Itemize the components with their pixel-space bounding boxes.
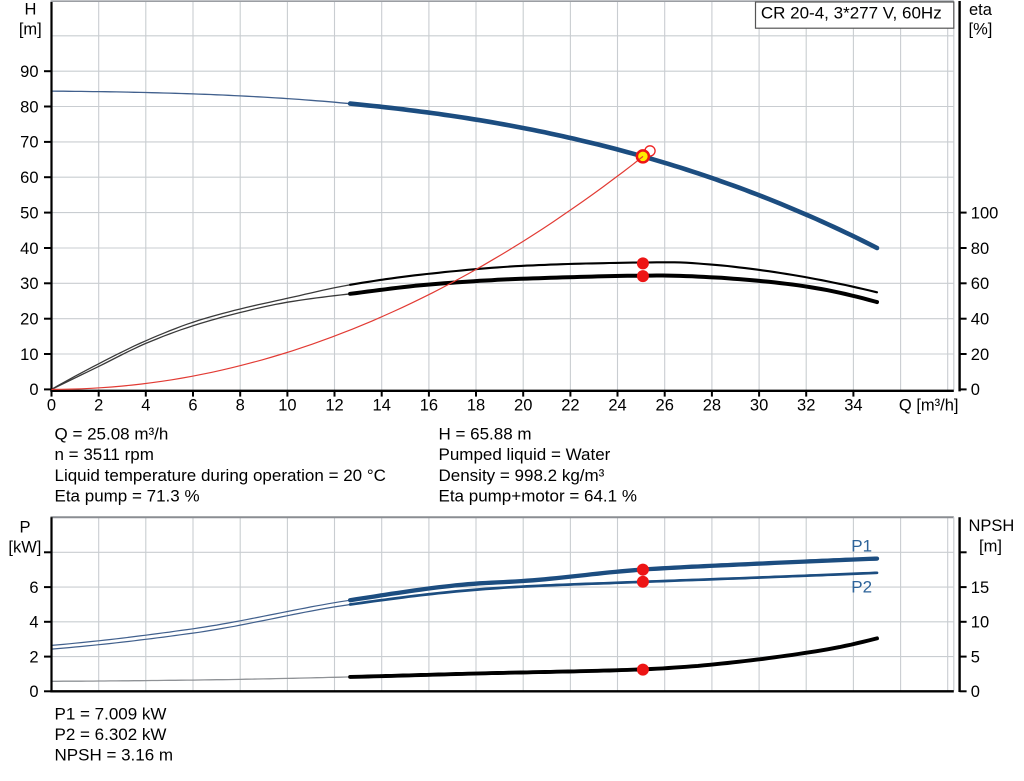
svg-text:28: 28 xyxy=(703,397,721,415)
svg-text:18: 18 xyxy=(467,397,485,415)
svg-text:0: 0 xyxy=(47,397,56,415)
svg-text:30: 30 xyxy=(750,397,768,415)
svg-text:P1: P1 xyxy=(851,536,872,555)
svg-text:0: 0 xyxy=(29,683,38,701)
svg-text:20: 20 xyxy=(20,311,38,329)
svg-text:[%]: [%] xyxy=(969,21,993,39)
svg-text:14: 14 xyxy=(373,397,391,415)
svg-text:H = 65.88 m: H = 65.88 m xyxy=(439,424,532,443)
svg-text:H: H xyxy=(25,1,37,19)
svg-text:2: 2 xyxy=(29,648,38,666)
svg-text:10: 10 xyxy=(20,346,38,364)
svg-text:40: 40 xyxy=(20,240,38,258)
svg-text:NPSH: NPSH xyxy=(969,517,1015,535)
svg-text:60: 60 xyxy=(971,275,989,293)
svg-text:2: 2 xyxy=(94,397,103,415)
svg-text:10: 10 xyxy=(278,397,296,415)
svg-text:16: 16 xyxy=(420,397,438,415)
svg-text:0: 0 xyxy=(971,381,980,399)
svg-text:Q [m³/h]: Q [m³/h] xyxy=(899,397,959,415)
svg-text:100: 100 xyxy=(971,204,999,222)
svg-text:4: 4 xyxy=(29,614,38,632)
svg-text:50: 50 xyxy=(20,204,38,222)
svg-text:4: 4 xyxy=(141,397,150,415)
svg-text:[m]: [m] xyxy=(19,21,42,39)
svg-text:CR 20-4, 3*277 V, 60Hz: CR 20-4, 3*277 V, 60Hz xyxy=(761,3,942,22)
svg-text:eta: eta xyxy=(969,1,993,19)
svg-text:6: 6 xyxy=(188,397,197,415)
svg-text:15: 15 xyxy=(971,579,989,597)
svg-text:24: 24 xyxy=(608,397,626,415)
svg-text:0: 0 xyxy=(971,683,980,701)
svg-text:Q = 25.08 m³/h: Q = 25.08 m³/h xyxy=(55,424,169,443)
svg-text:30: 30 xyxy=(20,275,38,293)
svg-text:Density = 998.2 kg/m³: Density = 998.2 kg/m³ xyxy=(439,466,605,485)
svg-text:P2: P2 xyxy=(851,577,872,596)
svg-text:40: 40 xyxy=(971,311,989,329)
svg-text:80: 80 xyxy=(20,98,38,116)
svg-text:34: 34 xyxy=(844,397,862,415)
svg-text:22: 22 xyxy=(561,397,579,415)
svg-text:n = 3511 rpm: n = 3511 rpm xyxy=(55,445,154,464)
svg-text:80: 80 xyxy=(971,240,989,258)
svg-text:70: 70 xyxy=(20,134,38,152)
svg-text:5: 5 xyxy=(971,648,980,666)
svg-text:P: P xyxy=(19,519,30,537)
svg-text:90: 90 xyxy=(20,63,38,81)
svg-text:[m]: [m] xyxy=(979,538,1002,556)
svg-text:0: 0 xyxy=(29,381,38,399)
svg-text:Pumped liquid = Water: Pumped liquid = Water xyxy=(439,445,611,464)
svg-text:8: 8 xyxy=(236,397,245,415)
svg-text:NPSH = 3.16 m: NPSH = 3.16 m xyxy=(55,746,174,765)
svg-text:P2 = 6.302 kW: P2 = 6.302 kW xyxy=(55,725,167,744)
svg-text:[kW]: [kW] xyxy=(8,539,41,557)
svg-text:32: 32 xyxy=(797,397,815,415)
svg-text:10: 10 xyxy=(971,614,989,632)
svg-text:Liquid temperature during oper: Liquid temperature during operation = 20… xyxy=(55,466,386,485)
svg-text:26: 26 xyxy=(656,397,674,415)
svg-text:6: 6 xyxy=(29,579,38,597)
svg-text:20: 20 xyxy=(971,346,989,364)
svg-text:60: 60 xyxy=(20,169,38,187)
svg-text:20: 20 xyxy=(514,397,532,415)
svg-text:12: 12 xyxy=(325,397,343,415)
svg-text:P1 = 7.009 kW: P1 = 7.009 kW xyxy=(55,704,167,723)
svg-text:Eta pump = 71.3 %: Eta pump = 71.3 % xyxy=(55,487,200,506)
svg-text:Eta pump+motor = 64.1 %: Eta pump+motor = 64.1 % xyxy=(439,487,637,506)
